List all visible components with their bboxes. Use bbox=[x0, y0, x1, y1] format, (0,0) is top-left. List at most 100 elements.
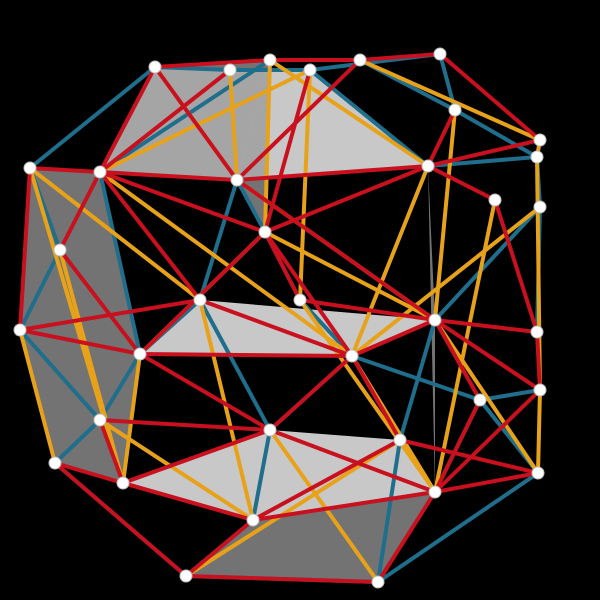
strut bbox=[235, 164, 430, 182]
strut bbox=[98, 418, 125, 485]
node-ball bbox=[530, 150, 544, 164]
strut bbox=[98, 170, 267, 234]
strut bbox=[198, 298, 255, 522]
strut bbox=[433, 318, 540, 475]
strut bbox=[98, 68, 312, 174]
node-ball bbox=[23, 161, 37, 175]
strut bbox=[153, 65, 239, 182]
strut bbox=[98, 170, 202, 302]
node-ball bbox=[428, 485, 442, 499]
strut bbox=[426, 155, 539, 168]
panel bbox=[140, 300, 435, 356]
strut bbox=[53, 461, 188, 578]
strut bbox=[153, 58, 272, 69]
node-ball bbox=[179, 569, 193, 583]
strut bbox=[433, 108, 457, 322]
strut bbox=[268, 428, 380, 584]
strut bbox=[235, 178, 437, 322]
node-ball bbox=[263, 53, 277, 67]
panel bbox=[20, 168, 140, 354]
strut bbox=[18, 166, 32, 332]
strut bbox=[18, 328, 57, 465]
node-ball bbox=[488, 193, 502, 207]
node-ball bbox=[116, 476, 130, 490]
node-ball bbox=[303, 63, 317, 77]
node-ball bbox=[148, 60, 162, 74]
strut bbox=[98, 170, 142, 356]
node-ball bbox=[428, 313, 442, 327]
strut bbox=[263, 230, 302, 302]
strut bbox=[433, 318, 542, 392]
node-ball bbox=[530, 325, 544, 339]
strut bbox=[433, 318, 482, 402]
node-ball bbox=[293, 293, 307, 307]
strut bbox=[121, 352, 142, 485]
strut bbox=[138, 230, 267, 356]
strut bbox=[350, 318, 437, 358]
strut bbox=[536, 388, 542, 475]
strut bbox=[138, 352, 354, 358]
strut bbox=[198, 298, 354, 358]
strut bbox=[426, 164, 497, 202]
strut bbox=[18, 328, 142, 356]
strut bbox=[433, 205, 542, 322]
node-ball bbox=[533, 383, 547, 397]
strut bbox=[28, 166, 102, 174]
node-ball bbox=[53, 243, 67, 257]
nodes bbox=[13, 47, 547, 589]
strut bbox=[53, 461, 125, 485]
strut bbox=[438, 52, 542, 142]
node-ball bbox=[230, 173, 244, 187]
node-ball bbox=[421, 159, 435, 173]
strut bbox=[98, 170, 239, 182]
strut bbox=[28, 65, 157, 170]
strut bbox=[376, 490, 437, 584]
strut bbox=[18, 328, 102, 422]
strut bbox=[426, 138, 542, 168]
strut bbox=[426, 108, 457, 168]
strut bbox=[235, 58, 362, 182]
strut bbox=[298, 298, 437, 322]
strut bbox=[298, 298, 437, 494]
strut bbox=[308, 68, 430, 168]
strut bbox=[433, 388, 542, 494]
strut bbox=[121, 481, 255, 522]
strut bbox=[350, 354, 402, 442]
strut bbox=[263, 68, 312, 234]
node-ball bbox=[448, 103, 462, 117]
strut bbox=[58, 170, 102, 252]
strut bbox=[350, 164, 430, 358]
strut bbox=[358, 52, 442, 62]
strut bbox=[18, 248, 62, 332]
strut bbox=[184, 518, 255, 578]
node-ball bbox=[531, 466, 545, 480]
node-ball bbox=[533, 200, 547, 214]
node-ball bbox=[223, 63, 237, 77]
node-ball bbox=[371, 575, 385, 589]
strut bbox=[376, 438, 402, 584]
strut bbox=[121, 428, 272, 485]
node-ball bbox=[258, 225, 272, 239]
node-ball bbox=[246, 513, 260, 527]
translucent-panels bbox=[20, 60, 435, 582]
panel bbox=[123, 430, 435, 520]
strut bbox=[251, 490, 437, 522]
strut bbox=[98, 65, 157, 174]
node-ball bbox=[193, 293, 207, 307]
strut bbox=[268, 354, 354, 432]
strut bbox=[53, 418, 102, 465]
strut bbox=[376, 471, 540, 584]
strut bbox=[98, 418, 255, 522]
strut bbox=[138, 352, 272, 432]
strut bbox=[535, 330, 542, 392]
strut bbox=[98, 418, 272, 432]
strut bbox=[251, 428, 272, 522]
strut bbox=[263, 230, 437, 322]
strut bbox=[453, 108, 539, 159]
strut bbox=[98, 68, 232, 174]
strut bbox=[184, 438, 402, 578]
strut bbox=[98, 170, 354, 358]
strut bbox=[58, 248, 142, 356]
